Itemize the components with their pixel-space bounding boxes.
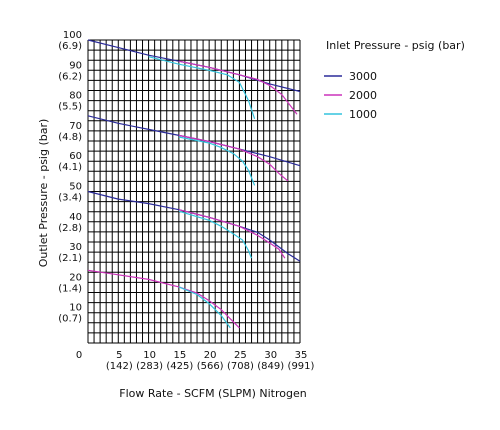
y-tick-labels: 100(6.9) 90(6.2) 80(5.5) 70(4.8) 60(4.1) 50(3… <box>58 30 82 325</box>
series-line-2000 <box>87 269 240 329</box>
y-tick-label: 70 <box>69 121 82 132</box>
x-tick-label: 0 <box>76 350 82 361</box>
y-tick-label-bar: (6.2) <box>58 71 82 82</box>
x-tick-labels: 0 5(142) 10(283) 15(425) 20(566) 25(708) 30(84… <box>76 350 315 372</box>
y-tick-label-bar: (5.5) <box>58 102 82 113</box>
y-tick-label-bar: (3.4) <box>58 193 82 204</box>
y-tick-label: 50 <box>69 182 82 193</box>
y-tick-label: 40 <box>69 212 82 223</box>
legend-label-3000: 3000 <box>349 70 377 83</box>
x-tick-label: 20 <box>204 350 217 361</box>
series-line-2000 <box>178 134 289 182</box>
y-tick-label: 100 <box>63 30 82 41</box>
y-tick-label-bar: (0.7) <box>58 314 82 325</box>
series-line-1000 <box>178 136 256 186</box>
y-tick-label-bar: (2.1) <box>58 253 82 264</box>
x-tick-label-slpm: (566) <box>197 361 224 372</box>
x-tick-label: 10 <box>143 350 156 361</box>
x-tick-label-slpm: (991) <box>288 361 315 372</box>
x-tick-label: 25 <box>234 350 247 361</box>
x-tick-label: 15 <box>173 350 186 361</box>
y-tick-label: 30 <box>69 242 82 253</box>
y-tick-label: 20 <box>69 272 82 283</box>
series-layer <box>87 39 301 329</box>
x-tick-label-slpm: (425) <box>166 361 193 372</box>
y-tick-label: 90 <box>69 60 82 71</box>
series-line-1000 <box>148 56 256 119</box>
y-tick-label: 80 <box>69 91 82 102</box>
plot-grid <box>87 39 301 344</box>
x-tick-label: 5 <box>116 350 122 361</box>
x-tick-label-slpm: (283) <box>136 361 163 372</box>
legend: Inlet Pressure - psig (bar) 3000 2000 1000 <box>324 39 465 121</box>
y-tick-label-bar: (4.1) <box>58 162 82 173</box>
series-line-1000 <box>178 210 253 259</box>
x-tick-label: 35 <box>295 350 308 361</box>
legend-items: 3000 2000 1000 <box>324 70 377 121</box>
y-tick-label-bar: (6.9) <box>58 41 82 52</box>
y-tick-label: 10 <box>69 303 82 314</box>
x-tick-label-slpm: (708) <box>227 361 254 372</box>
y-tick-label-bar: (2.8) <box>58 223 82 234</box>
y-tick-label-bar: (1.4) <box>58 283 82 294</box>
x-tick-label-slpm: (142) <box>106 361 133 372</box>
x-axis-label: Flow Rate - SCFM (SLPM) Nitrogen <box>119 387 306 400</box>
series-line-2000 <box>178 60 298 115</box>
x-tick-label: 30 <box>264 350 277 361</box>
legend-label-2000: 2000 <box>349 89 377 102</box>
y-tick-label-bar: (4.8) <box>58 132 82 143</box>
x-tick-label-slpm: (849) <box>257 361 284 372</box>
series-line-1000 <box>178 286 231 329</box>
series-line-3000 <box>87 39 301 93</box>
y-axis-label: Outlet Pressure - psig (bar) <box>37 119 50 268</box>
series-line-2000 <box>178 209 286 259</box>
y-tick-label: 60 <box>69 151 82 162</box>
legend-title: Inlet Pressure - psig (bar) <box>326 39 465 52</box>
legend-label-1000: 1000 <box>349 108 377 121</box>
